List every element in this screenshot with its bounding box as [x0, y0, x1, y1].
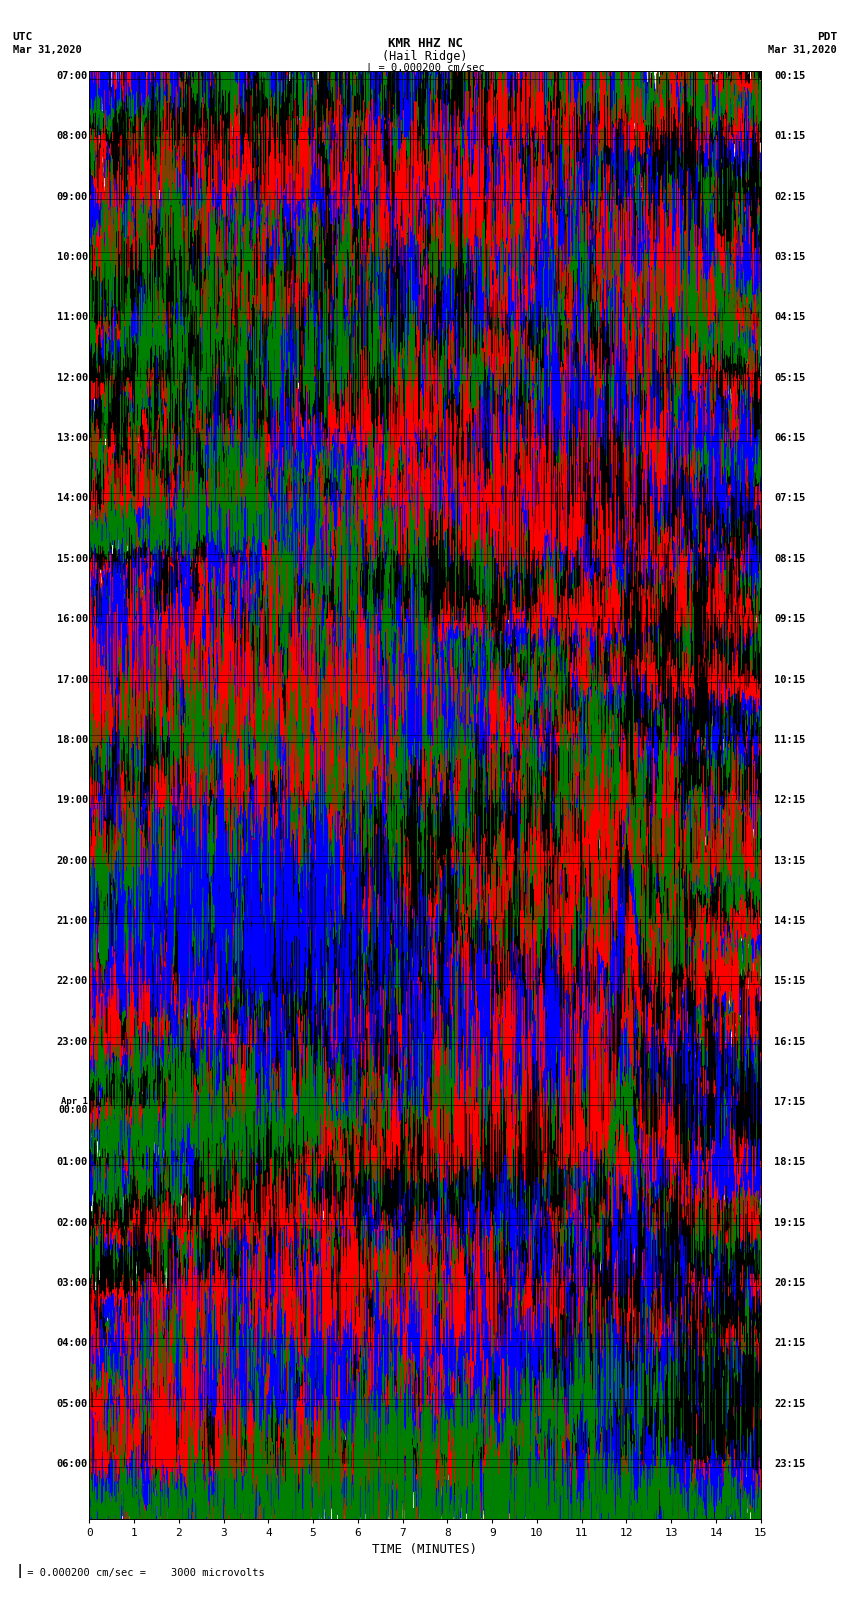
- Text: 08:00: 08:00: [56, 131, 88, 142]
- Text: 13:00: 13:00: [56, 434, 88, 444]
- Text: 09:15: 09:15: [774, 615, 806, 624]
- Text: 07:00: 07:00: [56, 71, 88, 81]
- Text: 03:15: 03:15: [774, 252, 806, 261]
- Text: 21:00: 21:00: [56, 916, 88, 926]
- Text: 19:00: 19:00: [56, 795, 88, 805]
- Text: KMR HHZ NC: KMR HHZ NC: [388, 37, 462, 50]
- Text: | = 0.000200 cm/sec: | = 0.000200 cm/sec: [366, 63, 484, 74]
- Text: 09:00: 09:00: [56, 192, 88, 202]
- Text: 08:15: 08:15: [774, 553, 806, 565]
- Text: Apr 1: Apr 1: [61, 1097, 88, 1107]
- Text: 15:00: 15:00: [56, 553, 88, 565]
- Text: 06:15: 06:15: [774, 434, 806, 444]
- Text: 23:00: 23:00: [56, 1037, 88, 1047]
- Text: 04:00: 04:00: [56, 1339, 88, 1348]
- Text: 18:00: 18:00: [56, 736, 88, 745]
- Text: |: |: [15, 1563, 24, 1578]
- Text: 19:15: 19:15: [774, 1218, 806, 1227]
- Text: 21:15: 21:15: [774, 1339, 806, 1348]
- Text: 01:15: 01:15: [774, 131, 806, 142]
- Text: 10:00: 10:00: [56, 252, 88, 261]
- Text: 03:00: 03:00: [56, 1277, 88, 1289]
- Text: 11:15: 11:15: [774, 736, 806, 745]
- Text: 00:00: 00:00: [59, 1105, 88, 1115]
- Text: 10:15: 10:15: [774, 674, 806, 684]
- Text: 05:15: 05:15: [774, 373, 806, 382]
- Text: UTC: UTC: [13, 32, 33, 42]
- Text: 02:15: 02:15: [774, 192, 806, 202]
- Text: (Hail Ridge): (Hail Ridge): [382, 50, 468, 63]
- Text: 20:15: 20:15: [774, 1277, 806, 1289]
- Text: PDT: PDT: [817, 32, 837, 42]
- Text: 07:15: 07:15: [774, 494, 806, 503]
- Text: 01:00: 01:00: [56, 1158, 88, 1168]
- X-axis label: TIME (MINUTES): TIME (MINUTES): [372, 1542, 478, 1555]
- Text: 16:00: 16:00: [56, 615, 88, 624]
- Text: 17:15: 17:15: [774, 1097, 806, 1107]
- Text: 20:00: 20:00: [56, 855, 88, 866]
- Text: 12:00: 12:00: [56, 373, 88, 382]
- Text: 22:00: 22:00: [56, 976, 88, 986]
- Text: Mar 31,2020: Mar 31,2020: [768, 45, 837, 55]
- Text: = 0.000200 cm/sec =    3000 microvolts: = 0.000200 cm/sec = 3000 microvolts: [21, 1568, 265, 1578]
- Text: 04:15: 04:15: [774, 313, 806, 323]
- Text: 14:00: 14:00: [56, 494, 88, 503]
- Text: 12:15: 12:15: [774, 795, 806, 805]
- Text: 06:00: 06:00: [56, 1460, 88, 1469]
- Text: 02:00: 02:00: [56, 1218, 88, 1227]
- Text: 14:15: 14:15: [774, 916, 806, 926]
- Text: 11:00: 11:00: [56, 313, 88, 323]
- Text: 16:15: 16:15: [774, 1037, 806, 1047]
- Text: 05:00: 05:00: [56, 1398, 88, 1408]
- Text: 13:15: 13:15: [774, 855, 806, 866]
- Text: 15:15: 15:15: [774, 976, 806, 986]
- Text: 17:00: 17:00: [56, 674, 88, 684]
- Text: 23:15: 23:15: [774, 1460, 806, 1469]
- Text: Mar 31,2020: Mar 31,2020: [13, 45, 82, 55]
- Text: 18:15: 18:15: [774, 1158, 806, 1168]
- Text: 00:15: 00:15: [774, 71, 806, 81]
- Text: 22:15: 22:15: [774, 1398, 806, 1408]
